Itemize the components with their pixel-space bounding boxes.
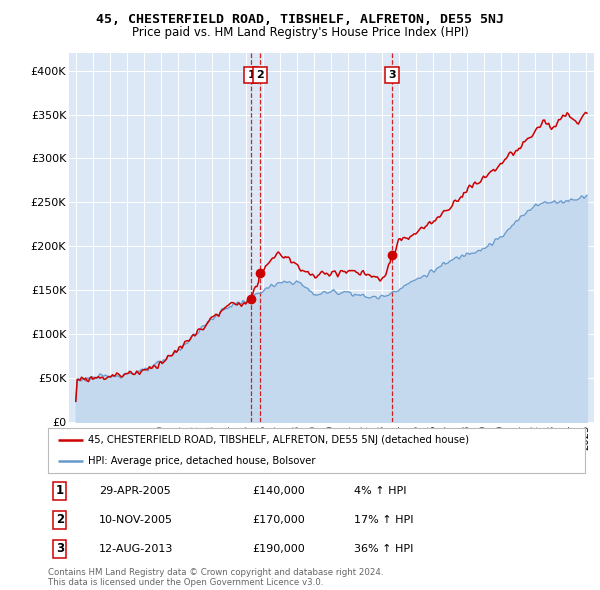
Text: £140,000: £140,000 (252, 486, 305, 496)
Text: Contains HM Land Registry data © Crown copyright and database right 2024.: Contains HM Land Registry data © Crown c… (48, 568, 383, 576)
Text: 17% ↑ HPI: 17% ↑ HPI (354, 515, 413, 525)
Text: 3: 3 (56, 542, 64, 555)
Text: HPI: Average price, detached house, Bolsover: HPI: Average price, detached house, Bols… (88, 456, 316, 466)
Text: 10-NOV-2005: 10-NOV-2005 (99, 515, 173, 525)
Text: 1: 1 (247, 70, 255, 80)
Text: 2: 2 (257, 70, 265, 80)
Text: 45, CHESTERFIELD ROAD, TIBSHELF, ALFRETON, DE55 5NJ (detached house): 45, CHESTERFIELD ROAD, TIBSHELF, ALFRETO… (88, 435, 469, 445)
Text: 1: 1 (56, 484, 64, 497)
Text: 12-AUG-2013: 12-AUG-2013 (99, 543, 173, 553)
Text: £190,000: £190,000 (252, 543, 305, 553)
Text: 36% ↑ HPI: 36% ↑ HPI (354, 543, 413, 553)
Text: This data is licensed under the Open Government Licence v3.0.: This data is licensed under the Open Gov… (48, 578, 323, 587)
Text: 3: 3 (388, 70, 396, 80)
Text: 29-APR-2005: 29-APR-2005 (99, 486, 171, 496)
Text: 4% ↑ HPI: 4% ↑ HPI (354, 486, 407, 496)
Text: Price paid vs. HM Land Registry's House Price Index (HPI): Price paid vs. HM Land Registry's House … (131, 26, 469, 39)
Text: 45, CHESTERFIELD ROAD, TIBSHELF, ALFRETON, DE55 5NJ: 45, CHESTERFIELD ROAD, TIBSHELF, ALFRETO… (96, 13, 504, 26)
Text: 2: 2 (56, 513, 64, 526)
Text: £170,000: £170,000 (252, 515, 305, 525)
